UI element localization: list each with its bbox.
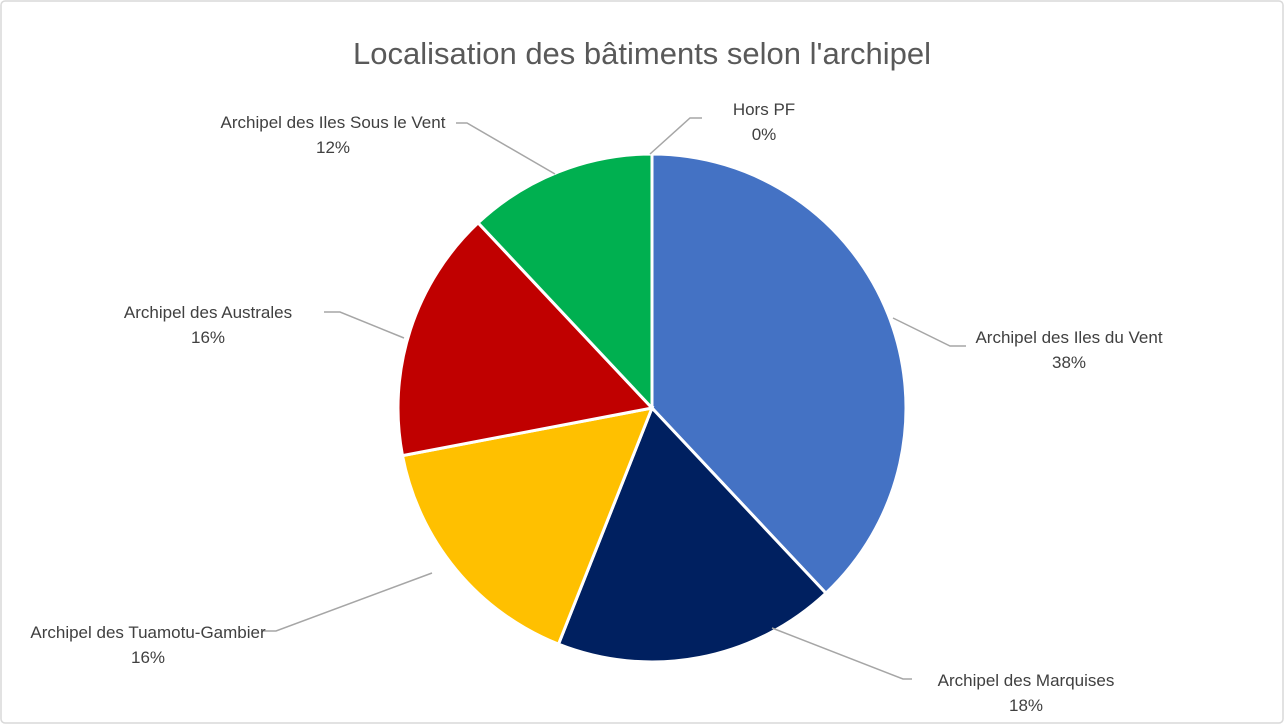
data-label: Archipel des Iles du Vent 38% bbox=[939, 325, 1199, 375]
label-name: Archipel des Australes bbox=[123, 303, 293, 322]
label-value: 18% bbox=[1008, 696, 1044, 715]
pie-slice bbox=[556, 405, 828, 664]
pie-slice bbox=[396, 220, 655, 458]
label-name: Archipel des Iles Sous le Vent bbox=[220, 113, 446, 132]
label-name: Archipel des Tuamotu-Gambier bbox=[30, 623, 266, 642]
label-name: Hors PF bbox=[732, 100, 796, 119]
pie-slice bbox=[400, 406, 655, 647]
leader-line bbox=[649, 117, 702, 155]
leader-line bbox=[892, 317, 966, 347]
label-value: 16% bbox=[130, 648, 166, 667]
data-label: Archipel des Iles Sous le Vent 12% bbox=[213, 110, 453, 160]
data-label: Hors PF 0% bbox=[704, 97, 824, 147]
label-name: Archipel des Marquises bbox=[937, 671, 1115, 690]
leader-line bbox=[324, 311, 405, 339]
label-value: 16% bbox=[190, 328, 226, 347]
label-value: 12% bbox=[315, 138, 351, 157]
label-value: 0% bbox=[751, 125, 777, 144]
leader-line bbox=[262, 572, 433, 632]
pie-slice bbox=[650, 152, 908, 596]
data-label: Archipel des Australes 16% bbox=[78, 300, 338, 350]
label-name: Archipel des Iles du Vent bbox=[975, 328, 1163, 347]
chart-title: Localisation des bâtiments selon l'archi… bbox=[352, 36, 932, 71]
pie-slice bbox=[476, 152, 654, 412]
leader-line bbox=[771, 627, 912, 680]
leader-line bbox=[456, 122, 556, 175]
data-label: Archipel des Tuamotu-Gambier 16% bbox=[23, 620, 273, 670]
label-value: 38% bbox=[1051, 353, 1087, 372]
data-label: Archipel des Marquises 18% bbox=[896, 668, 1156, 718]
